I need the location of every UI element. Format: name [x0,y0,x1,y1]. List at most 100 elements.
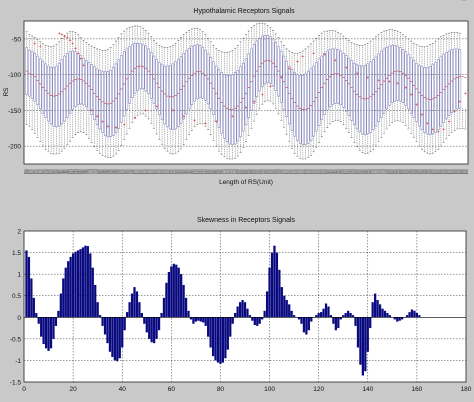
boxplot-box [290,69,294,131]
skewness-bar [202,317,205,323]
skewness-bar [300,317,303,324]
boxplot-outlier: + [356,71,359,77]
boxplot-box [312,65,315,137]
boxplot-outlier: + [63,34,66,40]
boxplot-box [412,60,416,118]
skewness-bar [302,317,306,333]
skewness-bar [263,310,266,318]
skewness-bar [204,317,207,326]
skewness-x-tick-label: 20 [69,386,77,393]
skewness-bar [160,312,163,318]
skewness-x-tick-label: 60 [168,386,176,393]
boxplot-box [458,49,462,109]
boxplot-box [418,65,421,127]
skewness-bar [74,251,77,318]
boxplot-box [252,44,256,104]
skewness-bar [57,310,60,318]
boxplot-box [426,67,429,135]
skewness-bar [292,315,296,318]
boxplot-box [158,62,161,115]
boxplot-box [436,59,440,130]
skewness-bar [288,304,291,318]
skewness-bar [177,267,180,318]
boxplot-box [30,51,34,99]
boxplot-outlier: + [426,121,429,127]
skewness-bar [113,317,116,361]
boxplot-box [374,56,378,127]
skewness-bar [111,317,114,357]
boxplot-box [242,62,245,132]
skewness-y-tick-label: -1.5 [10,380,22,387]
skewness-bar [285,300,288,318]
skewness-bar [194,317,198,322]
boxplot-outlier: + [115,125,118,131]
boxplot-box [258,37,261,92]
boxplot-box [33,52,37,102]
skewness-bar [128,302,131,318]
skewness-bar [167,271,171,318]
boxplot-box [298,75,302,144]
boxplot-box [442,54,445,123]
skewness-bar [98,315,102,318]
boxplot-box [401,49,405,103]
skewness-x-tick-label: 140 [362,386,373,393]
skewness-bar [62,278,65,318]
skewness-bars [24,245,466,376]
boxplot-box [428,66,432,135]
boxplot-y-tick-label: -200 [8,144,21,151]
skewness-bar [59,293,62,318]
boxplot-box [147,48,150,95]
boxplot-box [279,50,283,103]
boxplot-box [377,53,380,123]
boxplot-outlier: + [77,51,80,57]
boxplot-outlier: + [82,63,85,69]
boxplot-box [179,56,183,124]
boxplot-outlier: + [69,38,72,44]
skewness-bar [238,302,242,318]
skewness-x-tick-label: 80 [217,386,225,393]
skewness-x-ticks: 0 20 40 60 80 100 120 140 160 180 [22,386,472,393]
skewness-bar [396,317,399,322]
skewness-bar [182,284,185,318]
boxplot-box [355,64,359,130]
boxplot-outlier: + [182,114,185,120]
boxplot-box [198,45,202,98]
boxplot-box [390,45,394,103]
boxplot-box [361,65,364,135]
boxplot-outlier: + [464,91,467,97]
boxplot-box [168,65,172,130]
boxplot-outlier: + [79,57,82,63]
skewness-bar [305,317,308,335]
skewness-bar [388,315,392,318]
skewness-bar [126,312,129,318]
boxplot-box [285,60,288,118]
boxplot-box [128,46,131,104]
boxplot-box [85,60,88,108]
boxplot-outlier: + [74,46,77,52]
skewness-bar [135,291,139,318]
boxplot-box [57,62,61,127]
skewness-bar [214,317,217,361]
skewness-chart: Skewness in Receptors Signals 21.510.50-… [10,217,472,393]
boxplot-box [68,51,72,114]
skewness-bar [180,274,183,318]
boxplot-boxes [25,0,467,160]
boxplot-outliers: + ++ + + + ++++++++++ + +++++++ + ++++++++++ + ++++… [33,31,466,136]
skewness-bar [324,303,328,318]
boxplot-y-ticks: -50 -100 -150 -200 [8,36,21,150]
skewness-bar [44,317,48,349]
skewness-bar [290,310,293,318]
skewness-bar [307,317,310,331]
boxplot-box [366,63,370,135]
boxplot-outlier: + [106,124,109,130]
boxplot-box [336,49,340,104]
boxplot-outlier: + [253,100,256,106]
boxplot-box [350,60,353,121]
boxplot-outlier: + [458,100,461,106]
skewness-bar [69,256,72,318]
skewness-bar [130,293,134,318]
boxplot-box [101,71,104,133]
skewness-bar [342,315,345,318]
boxplot-box [49,67,53,125]
boxplot-outlier: + [231,114,234,120]
